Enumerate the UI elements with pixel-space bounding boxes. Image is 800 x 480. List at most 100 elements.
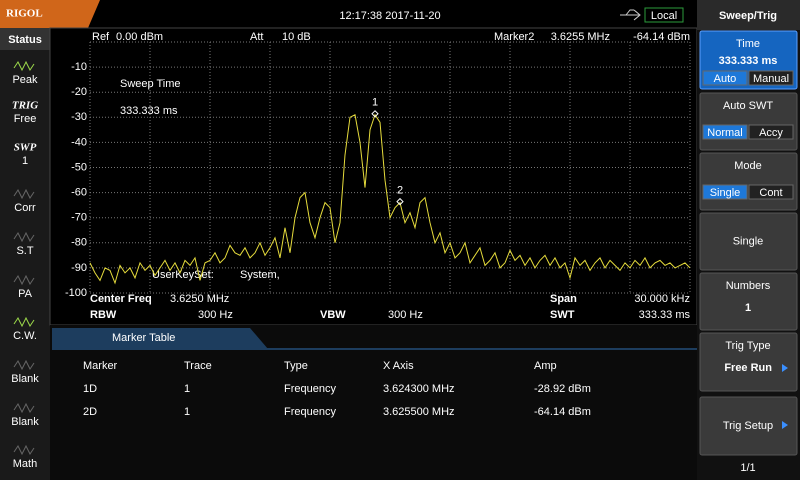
softkey-option[interactable] xyxy=(748,70,794,86)
mode-label: Local xyxy=(651,10,677,22)
softkey-value: 333.333 ms xyxy=(719,55,778,67)
footer-text: SWT xyxy=(550,309,575,321)
y-tick-label: -30 xyxy=(71,111,87,123)
logo-shape xyxy=(0,0,100,28)
table-cell: 1 xyxy=(184,383,190,395)
softkey-label: Numbers xyxy=(726,280,771,292)
softkey-label: Trig Setup xyxy=(723,420,773,432)
softkey-value: 1 xyxy=(745,302,751,314)
status-title: Status xyxy=(8,34,42,46)
softkey-option[interactable] xyxy=(702,70,748,86)
table-cell: Frequency xyxy=(284,383,336,395)
userkey-value: System, xyxy=(240,269,280,281)
status-title-bg xyxy=(0,28,50,50)
footer-text: VBW xyxy=(320,309,346,321)
y-tick-label: -100 xyxy=(65,287,87,299)
footer-text: RBW xyxy=(90,309,117,321)
softkey-option-label: Accy xyxy=(759,127,783,139)
trace xyxy=(89,113,691,285)
status-icon-text: TRIG xyxy=(12,100,38,112)
y-tick-label: -90 xyxy=(71,262,87,274)
softkey-label: Auto SWT xyxy=(723,100,773,112)
ref-value: 0.00 dBm xyxy=(116,31,163,43)
footer-text: 300 Hz xyxy=(388,309,423,321)
marker-freq: 3.6255 MHz xyxy=(551,31,610,43)
status-icon xyxy=(13,188,35,200)
status-label: S.T xyxy=(16,245,33,257)
table-cell: 3.624300 MHz xyxy=(383,383,455,395)
table-cell: Frequency xyxy=(284,406,336,418)
softkey-arrow xyxy=(782,364,788,372)
status-icon-text: SWP xyxy=(14,142,37,154)
footer-text: 30.000 kHz xyxy=(634,293,690,305)
ref-label: Ref xyxy=(92,31,110,43)
mode-box xyxy=(644,7,684,23)
table-cell: 1 xyxy=(184,406,190,418)
footer-text: 333.33 ms xyxy=(639,309,691,321)
softkey[interactable] xyxy=(699,332,798,392)
status-icon xyxy=(13,231,35,243)
softkey-option[interactable] xyxy=(702,184,748,200)
plot-frame xyxy=(49,27,698,326)
att-label: Att xyxy=(250,31,263,43)
y-tick-label: -10 xyxy=(71,61,87,73)
column-header: X Axis xyxy=(383,360,414,372)
softkey-value: Free Run xyxy=(724,362,772,374)
footer-text: 3.6250 MHz xyxy=(170,293,229,305)
column-header: Marker xyxy=(83,360,118,372)
marker-number: 2 xyxy=(397,185,403,197)
softkey-label: Mode xyxy=(734,160,762,172)
table-tab xyxy=(52,328,268,349)
softkey-label: Time xyxy=(736,38,760,50)
marker-amp: -64.14 dBm xyxy=(633,31,690,43)
softkey-option-label: Auto xyxy=(714,73,737,85)
softkey-label: Single xyxy=(733,235,764,247)
status-label: Corr xyxy=(14,202,36,214)
softkey[interactable] xyxy=(699,212,798,271)
status-icon xyxy=(13,444,35,456)
status-icon xyxy=(13,60,35,72)
softkey-page: 1/1 xyxy=(740,462,755,474)
table-title: Marker Table xyxy=(112,332,175,344)
y-tick-label: -40 xyxy=(71,136,87,148)
softkey-option[interactable] xyxy=(702,124,748,140)
y-tick-label: -60 xyxy=(71,187,87,199)
status-label: Blank xyxy=(11,416,39,428)
marker-number: 1 xyxy=(372,97,378,109)
status-icon xyxy=(13,359,35,371)
table-bg xyxy=(50,325,697,480)
softkey[interactable] xyxy=(699,272,798,331)
table-cell: 2D xyxy=(83,406,97,418)
softkey[interactable] xyxy=(699,396,798,456)
status-label: C.W. xyxy=(13,330,37,342)
status-bar xyxy=(0,28,50,480)
top-bar xyxy=(0,0,697,28)
annotation-value: 333.333 ms xyxy=(120,105,178,117)
softkey-option[interactable] xyxy=(748,124,794,140)
table-cell: 1D xyxy=(83,383,97,395)
softkey-arrow xyxy=(782,421,788,429)
clock: 12:17:38 2017-11-20 xyxy=(339,10,440,22)
status-label: Math xyxy=(13,458,37,470)
marker-label: Marker2 xyxy=(494,31,534,43)
softkey-option-label: Manual xyxy=(753,73,789,85)
column-header: Type xyxy=(284,360,308,372)
y-tick-label: -70 xyxy=(71,212,87,224)
y-tick-label: -80 xyxy=(71,237,87,249)
usb-icon xyxy=(620,9,641,21)
softkey-title: Sweep/Trig xyxy=(719,10,777,22)
status-icon xyxy=(13,402,35,414)
table-cell: -64.14 dBm xyxy=(534,406,591,418)
footer-text: 300 Hz xyxy=(198,309,233,321)
userkey-label: UserKeySet: xyxy=(152,269,214,281)
footer-text: Center Freq xyxy=(90,293,152,305)
status-label: 1 xyxy=(22,155,28,167)
status-label: Free xyxy=(14,113,37,125)
att-value: 10 dB xyxy=(282,31,311,43)
status-label: Peak xyxy=(12,74,38,86)
table-cell: 3.625500 MHz xyxy=(383,406,455,418)
softkey-option[interactable] xyxy=(748,184,794,200)
softkey-option-label: Single xyxy=(710,187,741,199)
